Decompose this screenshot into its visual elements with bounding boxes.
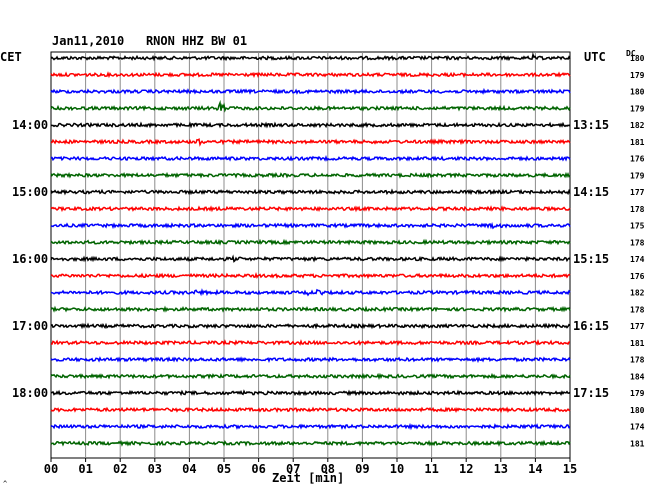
x-tick-label: 09 [355,462,369,476]
header-date: Jan11,2010 [52,34,125,48]
dc-value: 175 [630,222,645,231]
dc-value: 181 [630,138,645,147]
right-hour-label: 17:15 [573,386,609,400]
trace-line [50,389,571,397]
right-timezone-label: UTC [584,50,606,64]
trace-line [50,322,571,330]
left-hour-label: 17:00 [12,319,48,333]
x-tick-label: 13 [494,462,508,476]
x-tick-label: 10 [390,462,404,476]
trace-line [50,288,571,297]
dc-value: 176 [630,155,645,164]
x-tick-label: 07 [286,462,300,476]
trace-line [50,439,571,447]
trace-line [50,356,571,364]
trace-line [50,372,571,381]
dc-value: 180 [630,88,645,97]
x-tick-label: 00 [44,462,58,476]
dc-value: 177 [630,188,645,197]
dc-value: 181 [630,439,645,448]
x-tick-label: 04 [182,462,196,476]
right-hour-label: 14:15 [573,185,609,199]
header-station: RNON HHZ BW 01 [145,34,248,48]
dc-value: 177 [630,322,645,331]
x-tick-label: 11 [424,462,438,476]
x-tick-label: 08 [321,462,335,476]
left-hour-label: 16:00 [12,252,48,266]
corner-mark: ^ [3,480,8,488]
dc-value: 174 [630,423,645,432]
trace-line [50,99,571,113]
trace-line [50,222,571,230]
plot-header: Jan11,2010 RNON HHZ BW 01 [52,34,247,48]
dc-value: 178 [630,205,645,214]
trace-line [50,238,571,246]
x-tick-label: 15 [563,462,577,476]
dc-value: 181 [630,339,645,348]
dc-value: 179 [630,389,645,398]
trace-line [50,205,571,213]
trace-line [50,71,571,79]
left-hour-label: 18:00 [12,386,48,400]
right-hour-label: 13:15 [573,118,609,132]
right-hour-label: 15:15 [573,252,609,266]
trace-line [50,87,571,95]
trace-line [50,272,571,280]
trace-line [50,305,571,313]
trace-line [50,406,571,414]
dc-value: 179 [630,71,645,80]
trace-line [50,188,571,196]
dc-value: 178 [630,238,645,247]
x-tick-label: 02 [113,462,127,476]
dc-value: 182 [630,289,645,298]
left-hour-label: 14:00 [12,118,48,132]
trace-line [50,52,571,62]
x-tick-label: 12 [459,462,473,476]
dc-value: 182 [630,121,645,130]
dc-value: 184 [630,372,645,381]
dc-value: 178 [630,305,645,314]
dc-column-label: DC [626,49,636,58]
x-tick-label: 05 [217,462,231,476]
dc-value: 176 [630,272,645,281]
dc-value: 179 [630,171,645,180]
left-hour-label: 15:00 [12,185,48,199]
x-axis-label: Zeit [min] [272,471,345,485]
trace-line [51,154,571,162]
trace-line [50,339,570,347]
dc-value: 180 [630,406,645,415]
x-tick-label: 03 [148,462,162,476]
x-tick-label: 14 [528,462,542,476]
x-tick-label: 01 [78,462,92,476]
trace-line [50,138,571,147]
trace-line [50,171,571,179]
plot-frame [50,51,571,459]
dc-value: 180 [630,54,645,63]
x-tick-label: 06 [251,462,265,476]
dc-value: 178 [630,356,645,365]
left-timezone-label: CET [0,50,22,64]
dc-value: 174 [630,255,645,264]
trace-line [50,422,571,431]
right-hour-label: 16:15 [573,319,609,333]
trace-line [50,254,571,263]
dc-value: 179 [630,104,645,113]
trace-line [50,121,571,129]
